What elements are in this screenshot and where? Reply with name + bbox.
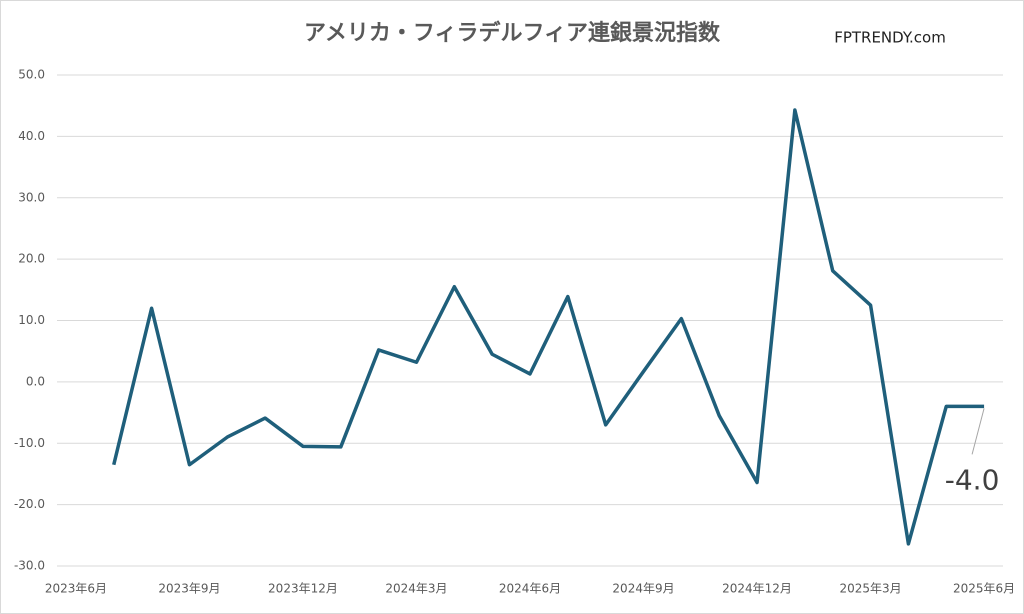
x-tick-label: 2025年6月 <box>953 582 1015 596</box>
leader-line <box>971 408 985 455</box>
x-tick-label: 2023年12月 <box>268 582 338 596</box>
y-tick-label: -30.0 <box>14 559 45 573</box>
x-tick-label: 2025年3月 <box>839 582 901 596</box>
y-tick-label: 30.0 <box>18 190 45 204</box>
y-tick-label: 10.0 <box>18 313 45 327</box>
x-tick-label: 2024年6月 <box>499 582 561 596</box>
line-series <box>112 108 985 546</box>
watermark: FPTRENDY.com <box>834 29 946 47</box>
x-tick-label: 2024年12月 <box>722 582 792 596</box>
y-tick-label: -10.0 <box>14 436 45 450</box>
x-tick-label: 2024年3月 <box>385 582 447 596</box>
data-label: -4.0 <box>945 463 1000 496</box>
x-tick-label: 2023年6月 <box>45 582 107 596</box>
y-tick-label: 50.0 <box>18 68 45 82</box>
y-tick-label: 0.0 <box>26 374 45 388</box>
chart-title: アメリカ・フィラデルフィア連銀景況指数 <box>304 20 721 46</box>
x-tick-label: 2024年9月 <box>612 582 674 596</box>
x-tick-label: 2023年9月 <box>158 582 220 596</box>
y-tick-label: 20.0 <box>18 252 45 266</box>
y-tick-label: 40.0 <box>18 129 45 143</box>
y-tick-label: -20.0 <box>14 497 45 511</box>
